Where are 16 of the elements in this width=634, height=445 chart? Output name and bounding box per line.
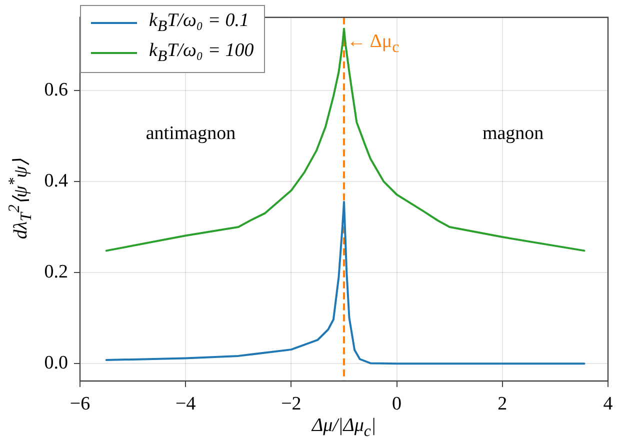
legend-label: k$_{B}$T/ω₀ = 0.1 [149, 10, 250, 36]
y-tick-label: 0.2 [44, 262, 68, 283]
x-axis-title: Δμ/|Δμ$_{c}$| [312, 415, 376, 441]
y-tick-label: 0.0 [44, 352, 68, 374]
legend-label: k$_{B}$T/ω₀ = 100 [149, 40, 254, 66]
ref-line-label: ← Δμ$_{c}$ [347, 31, 400, 58]
x-tick-label: −4 [175, 393, 196, 414]
annotation: magnon [482, 122, 544, 145]
annotation: antimagnon [146, 122, 236, 145]
y-tick-label: 0.4 [44, 170, 68, 192]
x-tick-label: 4 [603, 393, 614, 414]
x-tick-label: 0 [392, 393, 402, 414]
x-tick-label: 2 [498, 393, 508, 414]
y-tick-label: 0.6 [44, 79, 68, 100]
x-tick-label: −2 [281, 393, 302, 414]
x-tick-label: −6 [70, 393, 90, 414]
